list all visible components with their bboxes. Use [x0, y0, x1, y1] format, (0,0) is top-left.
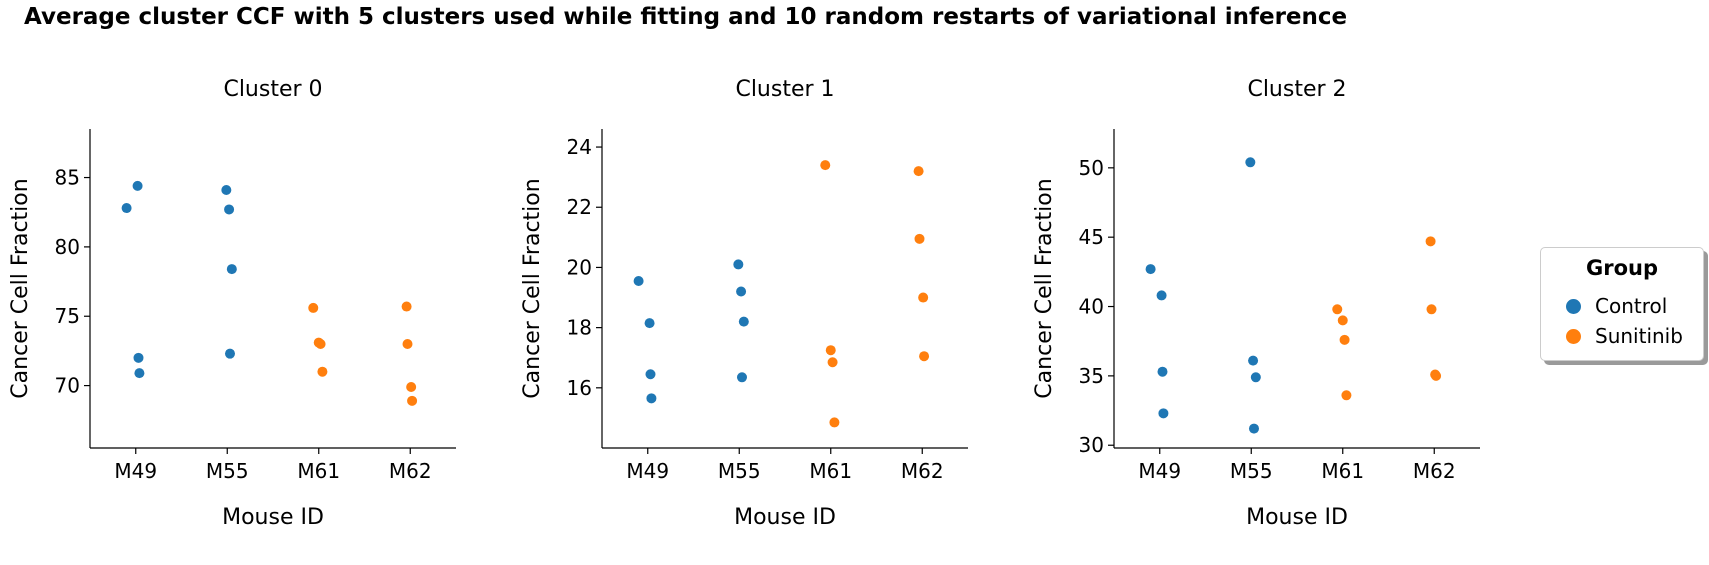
x-tick-label-m49: M49	[626, 459, 669, 483]
legend: Group Control Sunitinib	[1540, 247, 1704, 361]
data-point-control	[644, 318, 655, 329]
chart-title: Cluster 1	[735, 77, 834, 102]
y-axis-label: Cancer Cell Fraction	[520, 178, 545, 398]
data-point-control	[633, 275, 644, 286]
x-tick-label-m55: M55	[718, 459, 761, 483]
data-point-sunitinib	[829, 417, 840, 428]
chart-title: Cluster 0	[223, 77, 322, 102]
data-point-control	[733, 259, 744, 270]
cluster-1-chart: Cluster 1 16 18 20 22 24 M49 M55 M61 M62 Mouse ID C…	[520, 77, 968, 530]
legend-marker-sunitinib	[1566, 328, 1581, 344]
x-tick-label-m55: M55	[1230, 459, 1273, 483]
y-tick-label: 16	[567, 376, 592, 400]
data-point-sunitinib	[308, 302, 319, 313]
data-point-sunitinib	[402, 338, 413, 349]
cluster-0-chart: Cluster 0 70 75 80 85 M49 M55 M61 M62 Mouse ID Can…	[8, 77, 456, 530]
data-point-sunitinib	[406, 381, 417, 392]
data-point-control	[1245, 157, 1256, 168]
x-tick-label-m55: M55	[206, 459, 249, 483]
x-tick-label-m61: M61	[809, 459, 852, 483]
data-point-sunitinib	[825, 345, 836, 356]
data-point-sunitinib	[317, 366, 328, 377]
data-point-sunitinib	[1425, 236, 1436, 247]
y-tick-label: 30	[1079, 433, 1104, 457]
data-point-sunitinib	[401, 301, 412, 312]
legend-marker-control	[1566, 298, 1581, 314]
data-point-sunitinib	[1431, 370, 1442, 381]
data-point-sunitinib	[919, 351, 930, 362]
data-point-control	[226, 264, 237, 275]
legend-item-control: Control	[1566, 293, 1667, 319]
data-point-control	[1250, 372, 1261, 383]
y-tick-label: 85	[55, 166, 80, 190]
y-tick-label: 24	[567, 135, 592, 159]
data-point-control	[134, 368, 145, 379]
data-point-control	[1248, 355, 1259, 366]
data-point-control	[1248, 423, 1259, 434]
data-point-sunitinib	[1341, 390, 1352, 401]
chart-title: Cluster 2	[1247, 77, 1346, 102]
data-point-control	[646, 393, 657, 404]
y-tick-label: 18	[567, 316, 592, 340]
legend-title: Group	[1585, 256, 1658, 280]
y-axis-label: Cancer Cell Fraction	[1032, 178, 1057, 398]
x-axis-label: Mouse ID	[222, 505, 324, 530]
x-tick-label-m62: M62	[389, 459, 432, 483]
data-point-control	[738, 316, 749, 327]
data-point-sunitinib	[407, 395, 418, 406]
data-point-sunitinib	[1339, 334, 1350, 345]
data-point-sunitinib	[913, 166, 924, 177]
data-point-control	[224, 204, 235, 215]
data-point-sunitinib	[1332, 304, 1343, 315]
data-point-sunitinib	[1337, 315, 1348, 326]
data-point-control	[224, 348, 235, 359]
y-tick-label: 40	[1079, 295, 1104, 319]
x-tick-label-m61: M61	[297, 459, 340, 483]
data-point-sunitinib	[914, 233, 925, 244]
data-point-sunitinib	[820, 160, 831, 171]
y-tick-label: 75	[55, 304, 80, 328]
legend-item-sunitinib: Sunitinib	[1566, 323, 1683, 349]
data-point-control	[1158, 408, 1169, 419]
data-point-sunitinib	[1426, 304, 1437, 315]
data-point-control	[133, 352, 144, 363]
y-tick-label: 70	[55, 374, 80, 398]
data-point-control	[221, 185, 232, 196]
data-point-sunitinib	[827, 357, 838, 368]
data-point-control	[1145, 264, 1156, 275]
data-point-control	[736, 286, 747, 297]
data-point-control	[1156, 290, 1167, 301]
y-tick-label: 35	[1079, 364, 1104, 388]
data-point-control	[645, 369, 656, 380]
legend-label-sunitinib: Sunitinib	[1595, 324, 1683, 348]
x-tick-label-m49: M49	[1138, 459, 1181, 483]
y-axis-label: Cancer Cell Fraction	[8, 178, 33, 398]
data-point-control	[1157, 366, 1168, 377]
x-axis-label: Mouse ID	[734, 505, 836, 530]
y-tick-label: 50	[1079, 156, 1104, 180]
y-tick-label: 45	[1079, 225, 1104, 249]
x-axis-label: Mouse ID	[1246, 505, 1348, 530]
figure-title: Average cluster CCF with 5 clusters used…	[24, 4, 1348, 30]
data-point-control	[132, 180, 143, 191]
legend-label-control: Control	[1595, 294, 1668, 318]
data-point-sunitinib	[315, 338, 326, 349]
data-point-sunitinib	[918, 292, 929, 303]
x-tick-label-m61: M61	[1321, 459, 1364, 483]
y-tick-label: 80	[55, 235, 80, 259]
y-tick-label: 22	[567, 195, 592, 219]
x-tick-label-m49: M49	[114, 459, 157, 483]
cluster-2-chart: Cluster 2 30 35 40 45 50 M49 M55 M61 M62 Mouse ID C…	[1032, 77, 1480, 530]
x-tick-label-m62: M62	[901, 459, 944, 483]
y-tick-label: 20	[567, 255, 592, 279]
data-point-control	[736, 372, 747, 383]
data-point-control	[121, 203, 132, 214]
x-tick-label-m62: M62	[1413, 459, 1456, 483]
